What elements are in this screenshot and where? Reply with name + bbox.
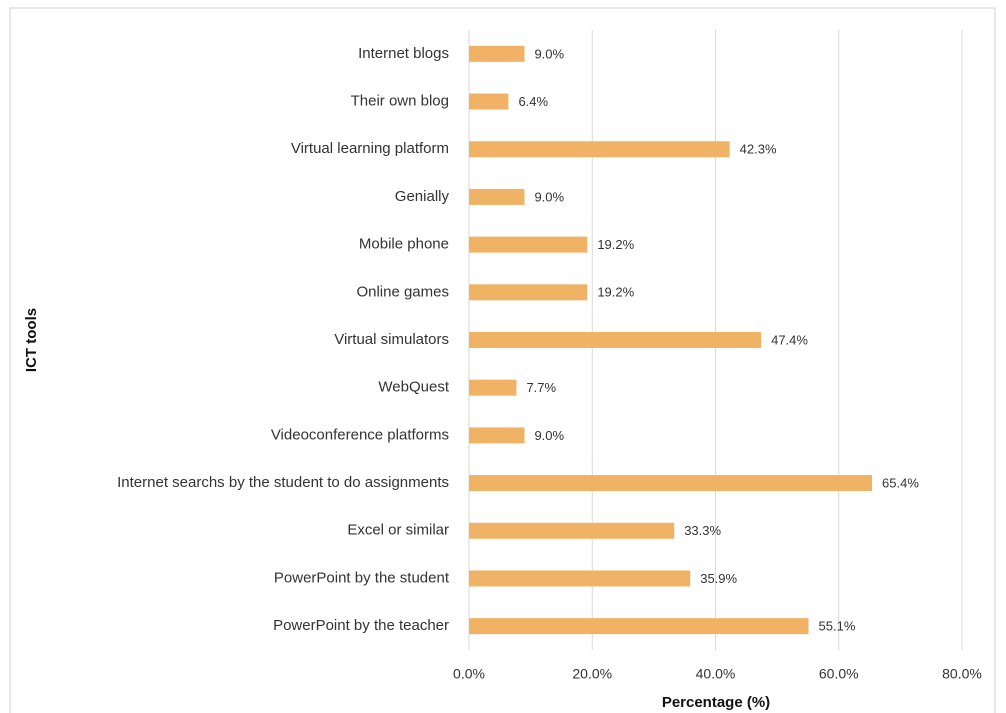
chart-frame: [9, 7, 996, 713]
y-tick-label: Their own blog: [351, 93, 449, 110]
data-label: 42.3%: [740, 142, 777, 157]
bar: [469, 188, 525, 205]
y-tick-label: PowerPoint by the student: [274, 569, 450, 586]
bar: [469, 332, 762, 348]
y-tick-label: Virtual learning platform: [291, 140, 449, 157]
bar: [469, 618, 809, 635]
bar: [469, 570, 691, 587]
data-label: 7.7%: [526, 380, 556, 395]
y-tick-label: Virtual simulators: [334, 331, 449, 348]
y-tick-label: Internet searchs by the student to do as…: [117, 474, 449, 491]
data-label: 19.2%: [597, 237, 634, 252]
bar: [469, 522, 675, 539]
x-tick-label: 40.0%: [696, 666, 736, 682]
x-tick-label: 80.0%: [942, 666, 982, 682]
bar: [469, 379, 517, 396]
data-label: 55.1%: [819, 619, 856, 634]
y-axis-label: ICT tools: [23, 308, 40, 372]
data-label: 35.9%: [700, 571, 737, 586]
x-tick-label: 20.0%: [572, 666, 612, 682]
data-label: 65.4%: [882, 476, 919, 491]
y-tick-label: Online games: [356, 283, 449, 300]
y-tick-label: Videoconference platforms: [271, 426, 449, 443]
data-label: 47.4%: [771, 332, 808, 347]
y-tick-label: Mobile phone: [359, 236, 449, 253]
x-tick-label: 60.0%: [819, 666, 859, 682]
bar: [469, 141, 730, 158]
y-tick-label: Excel or similar: [347, 522, 449, 539]
y-tick-label: PowerPoint by the teacher: [273, 617, 449, 634]
data-label: 9.0%: [534, 189, 564, 204]
y-tick-label: Internet blogs: [358, 45, 449, 62]
data-label: 9.0%: [534, 428, 564, 443]
bar: [469, 93, 509, 110]
data-label: 19.2%: [597, 285, 634, 300]
y-tick-label: Genially: [395, 188, 450, 205]
x-axis-label: Percentage (%): [662, 694, 770, 711]
bar: [469, 475, 873, 492]
bar: [469, 427, 525, 444]
y-tick-label: WebQuest: [378, 379, 449, 396]
bar: [469, 45, 525, 62]
data-label: 33.3%: [684, 523, 721, 538]
bar: [469, 284, 588, 301]
data-label: 9.0%: [534, 46, 564, 61]
x-tick-label: 0.0%: [453, 666, 485, 682]
bar: [469, 236, 588, 253]
data-label: 6.4%: [518, 94, 548, 109]
